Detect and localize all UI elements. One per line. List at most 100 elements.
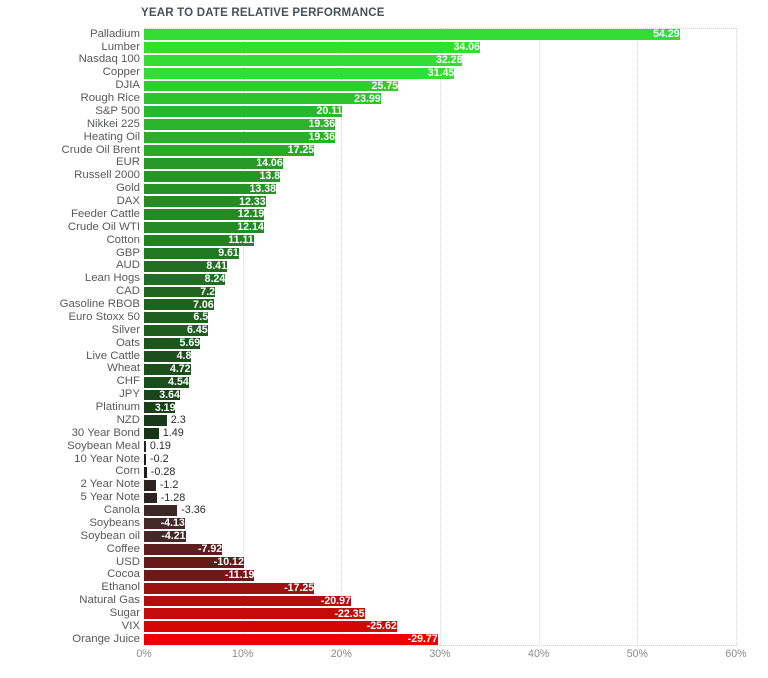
bar[interactable] bbox=[144, 544, 223, 555]
bar-row[interactable]: Lumber 34.06 bbox=[101, 41, 736, 54]
bar-row[interactable]: VIX -25.62 bbox=[122, 620, 736, 633]
bar-row[interactable]: Orange Juice -29.77 bbox=[72, 633, 736, 646]
bar[interactable] bbox=[144, 531, 186, 542]
bar-row[interactable]: Live Cattle 4.8 bbox=[86, 350, 736, 363]
bar-row[interactable]: Platinum 3.19 bbox=[96, 401, 736, 414]
bar-row[interactable]: 10 Year Note -0.2 bbox=[74, 453, 736, 466]
bar-row[interactable]: Gold 13.38 bbox=[116, 183, 736, 196]
bar-row[interactable]: Oats 5.69 bbox=[116, 337, 736, 350]
bar[interactable] bbox=[144, 556, 244, 568]
bar[interactable] bbox=[144, 428, 159, 439]
bar[interactable] bbox=[144, 196, 266, 208]
bar-row[interactable]: Heating Oil 19.36 bbox=[84, 131, 736, 144]
bar[interactable] bbox=[144, 41, 481, 53]
bar[interactable] bbox=[144, 608, 365, 620]
bar-row[interactable]: 5 Year Note -1.28 bbox=[80, 492, 736, 505]
bar[interactable] bbox=[144, 363, 191, 375]
bar-row[interactable]: Corn -0.28 bbox=[115, 466, 736, 479]
bar[interactable] bbox=[144, 286, 216, 298]
bar[interactable] bbox=[144, 453, 146, 465]
bar[interactable] bbox=[144, 106, 343, 118]
bar[interactable] bbox=[144, 132, 336, 143]
bar-row[interactable]: Canola -3.36 bbox=[104, 504, 736, 517]
bar-row[interactable]: Euro Stoxx 50 6.5 bbox=[68, 311, 736, 324]
bar-row[interactable]: Copper 31.45 bbox=[103, 67, 736, 80]
category-label: Orange Juice bbox=[72, 632, 140, 645]
bar[interactable] bbox=[144, 93, 381, 105]
bar[interactable] bbox=[144, 209, 265, 221]
bar[interactable] bbox=[144, 376, 189, 388]
bar[interactable] bbox=[144, 518, 185, 530]
bar-row[interactable]: Cocoa -11.19 bbox=[107, 569, 736, 582]
bar-row[interactable]: USD -10.12 bbox=[116, 556, 736, 569]
bar-row[interactable]: Feeder Cattle 12.19 bbox=[71, 208, 736, 221]
bar-row[interactable]: Wheat 4.72 bbox=[107, 363, 736, 376]
bar[interactable] bbox=[144, 183, 277, 195]
bar[interactable] bbox=[144, 634, 438, 645]
bar[interactable] bbox=[144, 247, 239, 259]
bar-row[interactable]: Russell 2000 13.8 bbox=[74, 170, 736, 183]
bar[interactable] bbox=[144, 389, 180, 401]
bar[interactable] bbox=[144, 595, 351, 607]
bar-row[interactable]: Silver 6.45 bbox=[112, 324, 736, 337]
bar[interactable] bbox=[144, 350, 192, 362]
bar-row[interactable]: EUR 14.06 bbox=[116, 157, 736, 170]
bar[interactable] bbox=[144, 582, 315, 594]
bar[interactable] bbox=[144, 325, 208, 336]
bar[interactable] bbox=[144, 144, 315, 156]
bar[interactable] bbox=[144, 621, 397, 633]
bar-row[interactable]: JPY 3.64 bbox=[119, 389, 736, 402]
bar[interactable] bbox=[144, 492, 157, 504]
bar[interactable] bbox=[144, 299, 214, 311]
bar[interactable] bbox=[144, 402, 176, 414]
bar-row[interactable]: NZD 2.3 bbox=[117, 414, 736, 427]
bar[interactable] bbox=[144, 170, 281, 182]
bar-row[interactable]: Ethanol -17.25 bbox=[101, 582, 736, 595]
bar-value-label-inside: 20.11 bbox=[316, 105, 343, 118]
bar[interactable] bbox=[144, 222, 264, 233]
bar-row[interactable]: Soybean oil -4.21 bbox=[80, 530, 736, 543]
bar-row[interactable]: Lean Hogs 8.24 bbox=[85, 273, 736, 286]
bar[interactable] bbox=[144, 312, 209, 324]
bar-row[interactable]: Natural Gas -20.97 bbox=[79, 595, 736, 608]
bar-row[interactable]: AUD 8.41 bbox=[116, 260, 736, 273]
bar-row[interactable]: 2 Year Note -1.2 bbox=[80, 479, 736, 492]
bar-row[interactable]: DJIA 25.75 bbox=[115, 80, 736, 93]
bar-row[interactable]: S&P 500 20.11 bbox=[95, 105, 736, 118]
bar[interactable] bbox=[144, 466, 147, 478]
bar-row[interactable]: CAD 7.2 bbox=[116, 286, 736, 299]
bar-row[interactable]: Crude Oil Brent 17.25 bbox=[62, 144, 736, 157]
bar-row[interactable]: Soybeans -4.13 bbox=[89, 517, 736, 530]
bar[interactable] bbox=[144, 54, 463, 66]
bar[interactable] bbox=[144, 569, 255, 581]
bar[interactable] bbox=[144, 157, 283, 169]
bar[interactable] bbox=[144, 235, 254, 246]
bar-row[interactable]: Rough Rice 23.99 bbox=[80, 92, 736, 105]
bar-row[interactable]: Cotton 11.11 bbox=[106, 234, 736, 247]
bar[interactable] bbox=[144, 260, 227, 272]
bar-row[interactable]: CHF 4.54 bbox=[117, 376, 736, 389]
bar[interactable] bbox=[144, 441, 146, 452]
bar[interactable] bbox=[144, 415, 167, 427]
bar[interactable] bbox=[144, 67, 455, 79]
bar-row[interactable]: DAX 12.33 bbox=[117, 195, 736, 208]
bar[interactable] bbox=[144, 338, 201, 349]
bar-row[interactable]: Soybean Meal 0.19 bbox=[67, 440, 736, 453]
bar[interactable] bbox=[144, 505, 178, 517]
bar-row[interactable]: Crude Oil WTI 12.14 bbox=[68, 221, 736, 234]
category-label: S&P 500 bbox=[95, 104, 140, 117]
bar[interactable] bbox=[144, 479, 156, 491]
bar-row[interactable]: Coffee -7.92 bbox=[107, 543, 736, 556]
bar-row[interactable]: Sugar -22.35 bbox=[110, 607, 736, 620]
bar-row[interactable]: Nasdaq 100 32.28 bbox=[79, 54, 736, 67]
bar-row[interactable]: GBP 9.61 bbox=[116, 247, 736, 260]
bar-row[interactable]: Palladium 54.29 bbox=[90, 28, 736, 41]
bar-row[interactable]: Gasoline RBOB 7.06 bbox=[60, 298, 736, 311]
bar[interactable] bbox=[144, 119, 336, 130]
bar[interactable] bbox=[144, 273, 226, 285]
bar[interactable] bbox=[144, 29, 680, 40]
bar-row[interactable]: 30 Year Bond 1.49 bbox=[72, 427, 736, 440]
category-label: Canola bbox=[103, 504, 140, 517]
bar[interactable] bbox=[144, 80, 399, 92]
bar-row[interactable]: Nikkei 225 19.36 bbox=[87, 118, 736, 131]
